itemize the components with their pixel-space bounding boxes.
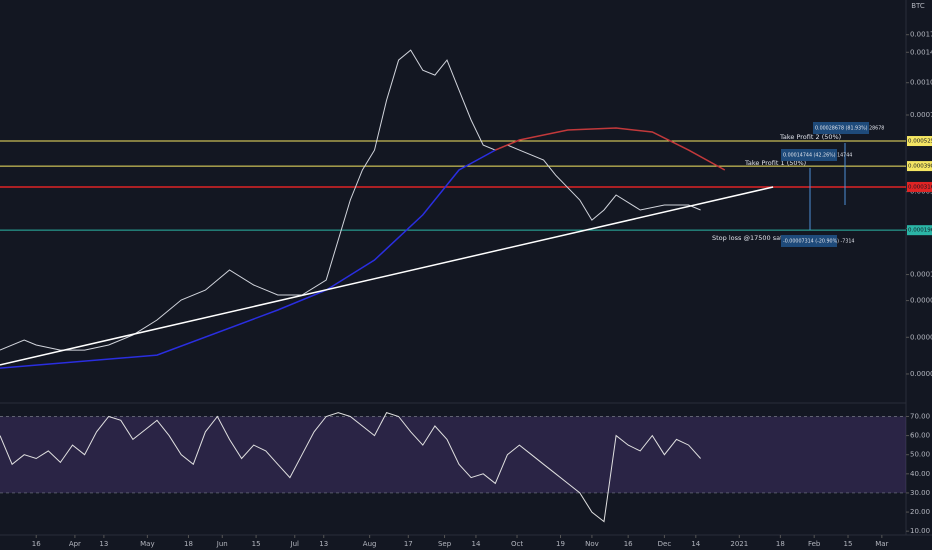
y-tick-label: 20.00 xyxy=(910,508,930,516)
x-tick-label: 15 xyxy=(844,540,853,548)
series-line xyxy=(0,149,496,369)
y-tick-label: 50.00 xyxy=(910,451,930,459)
level-label: 0.00039800 xyxy=(908,164,932,170)
annotation-box xyxy=(781,149,837,161)
level-label: 0.00019600 xyxy=(908,228,932,234)
y-tick-label: 0.00009000 xyxy=(910,297,932,305)
annotation-box xyxy=(813,122,869,134)
y-tick-label: 0.00170000 xyxy=(910,31,932,39)
x-tick-label: Jun xyxy=(216,540,228,548)
x-tick-label: 16 xyxy=(32,540,41,548)
y-tick-label: 0.00006000 xyxy=(910,333,932,341)
x-tick-label: 14 xyxy=(691,540,700,548)
x-tick-label: May xyxy=(140,540,154,548)
x-tick-label: 13 xyxy=(319,540,328,548)
x-tick-label: 13 xyxy=(99,540,108,548)
y-tick-label: 10.00 xyxy=(910,527,930,535)
series-line xyxy=(0,411,701,523)
x-tick-label: Oct xyxy=(511,540,523,548)
x-tick-label: 17 xyxy=(404,540,413,548)
series-line xyxy=(495,127,726,171)
level-tag xyxy=(907,136,932,147)
x-tick-label: 14 xyxy=(471,540,480,548)
x-tick-label: Apr xyxy=(69,540,81,548)
y-tick-label: 0.00100000 xyxy=(910,79,932,87)
x-tick-label: Feb xyxy=(808,540,821,548)
y-tick-label: 30.00 xyxy=(910,489,930,497)
x-tick-label: Aug xyxy=(363,540,377,548)
level-tag xyxy=(907,181,932,192)
series-line xyxy=(0,49,701,351)
y-tick-label: 40.00 xyxy=(910,470,930,478)
level-tag xyxy=(907,161,932,172)
annotation: 0.00014744 (42.26%) 14744 xyxy=(783,153,852,159)
y-tick-label: 0.00140000 xyxy=(910,48,932,56)
y-tick-label: 0.00004000 xyxy=(910,370,932,378)
annotation: 0.00028678 (81.93%) 28678 xyxy=(815,126,884,132)
annotation: Stop loss @17500 sat xyxy=(712,234,783,242)
x-tick-label: 18 xyxy=(776,540,785,548)
x-tick-label: 15 xyxy=(252,540,261,548)
annotation-box xyxy=(781,235,837,247)
y-tick-label: 0.00070000 xyxy=(910,111,932,119)
level-label: 0.00052500 xyxy=(908,139,932,145)
x-tick-label: Jul xyxy=(290,540,300,548)
unit-label: BTC xyxy=(911,2,925,10)
x-tick-label: 18 xyxy=(184,540,193,548)
x-tick-label: 2021 xyxy=(730,540,748,548)
annotation: Take Profit 2 (50%) xyxy=(779,133,841,141)
x-tick-label: 16 xyxy=(624,540,633,548)
y-tick-label: 70.00 xyxy=(910,412,930,420)
x-tick-label: Dec xyxy=(658,540,672,548)
series-line xyxy=(0,186,774,366)
level-tag xyxy=(907,225,932,236)
rsi-band xyxy=(0,416,906,493)
y-tick-label: 60.00 xyxy=(910,432,930,440)
x-tick-label: 19 xyxy=(556,540,565,548)
annotation: -0.00007314 (-20.90%) -7314 xyxy=(783,239,854,245)
x-tick-label: Mar xyxy=(875,540,888,548)
annotation: Take Profit 1 (50%) xyxy=(744,159,806,167)
y-tick-label: 0.00012000 xyxy=(910,271,932,279)
x-tick-label: Sep xyxy=(438,540,452,548)
x-tick-label: Nov xyxy=(585,540,599,548)
level-label: 0.00031600 xyxy=(908,184,932,190)
